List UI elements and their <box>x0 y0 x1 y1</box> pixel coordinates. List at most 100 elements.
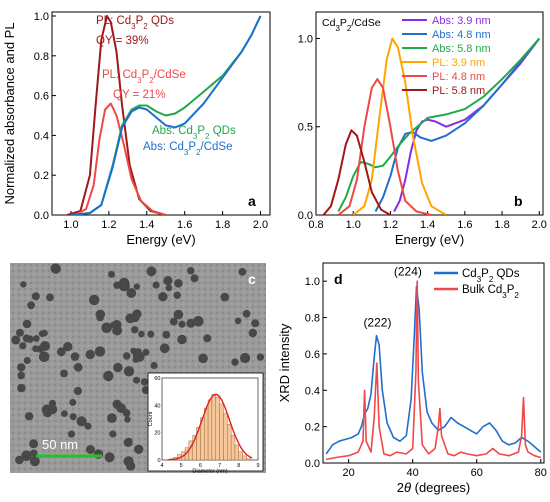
y-tick-label: 0.2 <box>34 170 49 182</box>
nanoparticle <box>56 347 66 357</box>
x-tick-label: 1.4 <box>420 219 435 231</box>
series-line-4 <box>337 78 432 215</box>
x-tick-label: 20 <box>342 467 354 479</box>
nanoparticle <box>85 445 95 454</box>
x-axis-label: 2θ (degrees) <box>397 480 471 495</box>
annotation-1: QY = 39% <box>96 35 149 47</box>
nanoparticle <box>140 378 149 386</box>
nanoparticle <box>187 267 195 275</box>
nanoparticle <box>123 366 135 377</box>
y-tick-label: 1.0 <box>305 276 320 288</box>
nanoparticle <box>125 437 133 445</box>
nanoparticle <box>31 292 40 301</box>
inset-x-tick-label: 7 <box>218 463 221 469</box>
panel-letter-a: a <box>248 193 256 209</box>
nanoparticle <box>24 412 34 421</box>
nanoparticle <box>41 404 53 416</box>
nanoparticle <box>23 357 31 364</box>
nanoparticle <box>16 328 24 337</box>
x-tick-label: 80 <box>535 467 547 479</box>
nanoparticle <box>22 334 31 343</box>
nanoparticle <box>165 284 173 292</box>
nanoparticle <box>96 313 104 322</box>
inset-x-tick-label: 4 <box>160 463 163 469</box>
nanoparticle <box>85 349 96 360</box>
x-tick-label: 40 <box>407 467 419 479</box>
nanoparticle <box>248 328 257 338</box>
annotation-0: PL: Cd3P2 QDs <box>96 15 174 31</box>
nanoparticle <box>109 430 117 438</box>
y-tick-label: 1.0 <box>298 33 313 45</box>
x-tick-label: 1.2 <box>101 219 116 231</box>
x-axis-label: Energy (eV) <box>395 232 464 247</box>
nanoparticle <box>29 456 40 467</box>
nanoparticle <box>174 279 183 288</box>
nanoparticle <box>126 288 137 298</box>
panel-c-tem-image: 4 5 6 7 8 9 0 20 40 60 Diameter (nm) Count <box>10 263 266 475</box>
panel-letter-d: d <box>334 271 343 287</box>
nanoparticle <box>22 319 32 329</box>
nanoparticle <box>142 348 150 356</box>
nanoparticle <box>30 449 38 457</box>
nanoparticle <box>220 292 230 302</box>
series-line-1 <box>374 37 541 212</box>
y-tick-label: 0.2 <box>305 422 320 434</box>
x-tick-label: 1.4 <box>139 219 154 231</box>
histogram-bar <box>246 458 251 461</box>
y-tick-label: 0.8 <box>34 51 49 63</box>
y-tick-label: 0.6 <box>34 91 49 103</box>
nanoparticle <box>84 422 92 430</box>
nanoparticle <box>124 416 131 423</box>
nanoparticle <box>94 346 106 357</box>
inset-x-tick-label: 9 <box>256 463 259 469</box>
nanoparticle <box>133 283 140 290</box>
y-tick-label: 0.8 <box>305 313 320 325</box>
nanoparticle <box>107 413 117 423</box>
annotation-5: Abs: Cd3P2/CdSe <box>143 141 232 157</box>
nanoparticle <box>131 326 139 334</box>
nanoparticle <box>101 322 112 334</box>
x-tick-label: 1.8 <box>215 219 230 231</box>
series-line-0 <box>325 285 542 455</box>
nanoparticle <box>113 281 121 289</box>
nanoparticle <box>234 317 242 325</box>
nanoparticle <box>50 263 61 274</box>
nanoparticle <box>17 371 26 380</box>
y-tick-label: 0.4 <box>305 385 320 397</box>
legend-label-3: PL: 3.9 nm <box>432 57 485 69</box>
x-tick-label: 1.6 <box>457 219 472 231</box>
panel-b-title: Cd3P2/CdSe <box>322 17 381 33</box>
nanoparticle <box>122 352 131 360</box>
nanoparticle <box>158 292 168 302</box>
x-tick-label: 2.0 <box>532 219 547 231</box>
inset-y-label: Count <box>148 411 154 426</box>
x-tick-label: 1.8 <box>494 219 509 231</box>
nanoparticle <box>177 334 187 345</box>
annotation-2: PL: Cd3P2/CdSe <box>102 69 186 85</box>
histogram-bar <box>223 413 228 461</box>
nanoparticle <box>48 399 57 407</box>
nanoparticle <box>146 266 157 277</box>
histogram-bar <box>227 424 232 461</box>
nanoparticle <box>198 353 208 364</box>
nanoparticle <box>203 334 212 343</box>
nanoparticle <box>178 320 186 328</box>
inset-y-tick-label: 0 <box>157 458 160 464</box>
nanoparticle <box>73 386 82 396</box>
nanoparticle <box>19 342 27 350</box>
nanoparticle <box>193 316 204 327</box>
nanoparticle <box>238 268 247 276</box>
nanoparticle <box>73 362 83 372</box>
panel-letter-b: b <box>514 193 523 209</box>
nanoparticle <box>150 361 158 370</box>
nanoparticle <box>190 274 199 283</box>
legend-label-5: PL: 5.8 nm <box>432 85 485 97</box>
nanoparticle <box>29 440 37 448</box>
nanoparticle <box>126 461 136 471</box>
x-tick-label: 1.6 <box>177 219 192 231</box>
nanoparticle <box>256 353 265 361</box>
nanoparticle <box>240 352 251 364</box>
histogram-bar <box>211 394 216 461</box>
nanoparticle <box>27 301 35 310</box>
annotation-4: Abs: Cd3P2 QDs <box>152 125 236 141</box>
